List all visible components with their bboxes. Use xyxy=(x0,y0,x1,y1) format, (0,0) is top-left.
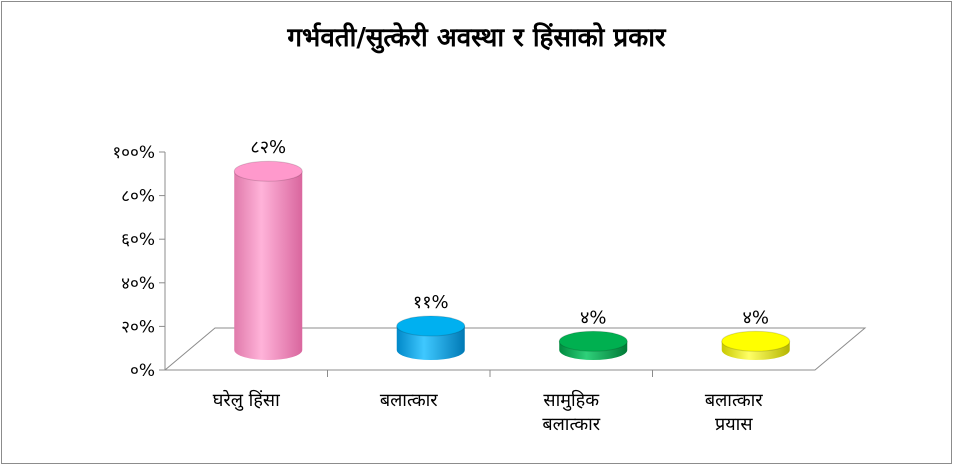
y-tick-label: २०% xyxy=(121,317,155,337)
y-tick-label: ४०% xyxy=(121,274,155,294)
bar xyxy=(233,160,303,360)
x-category-label: घरेलु हिंसा xyxy=(213,389,280,411)
x-category-label: सामुहिक xyxy=(543,389,600,411)
bar-top xyxy=(233,160,303,182)
y-tick-label: ०% xyxy=(130,361,155,381)
x-category-label: बलात्कार xyxy=(380,390,438,411)
data-label: ४% xyxy=(580,307,606,328)
y-tick-label: ६०% xyxy=(121,230,155,250)
x-category-label: बलात्कार xyxy=(705,390,763,411)
chart-title: गर्भवती/सुत्केरी अवस्था र हिंसाको प्रकार xyxy=(287,23,666,53)
x-category-label: बलात्कार xyxy=(542,414,600,435)
x-category-label: प्रयास xyxy=(715,414,753,435)
bar-top xyxy=(396,315,466,337)
data-label: ८२% xyxy=(250,137,286,158)
bar xyxy=(396,315,466,360)
data-label: ४% xyxy=(743,307,769,328)
bar-top xyxy=(558,330,628,352)
chart-floor xyxy=(163,327,867,371)
y-tick-label: १००% xyxy=(112,143,155,163)
bar-top xyxy=(721,330,791,352)
y-tick-label: ८०% xyxy=(121,187,155,207)
bar xyxy=(558,330,628,360)
bar-body xyxy=(234,171,303,360)
bar xyxy=(721,330,791,360)
data-label: ११% xyxy=(413,292,449,313)
